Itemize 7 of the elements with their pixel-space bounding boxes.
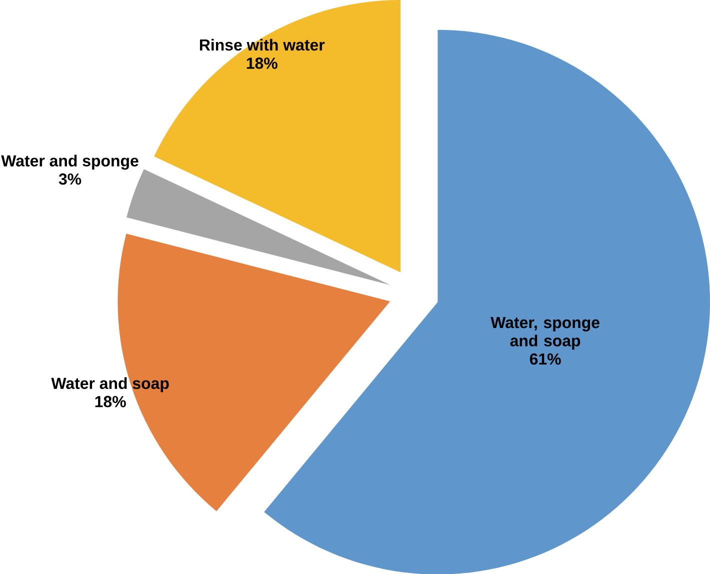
data-label: 18% — [95, 396, 126, 408]
data-label: 18% — [246, 57, 278, 69]
data-label: 61% — [530, 353, 561, 364]
slice-label: Water and soap — [51, 377, 169, 392]
slice-label: Water and sponge — [1, 154, 138, 170]
slice-label: Water, sponge and soap — [490, 316, 600, 350]
data-label: 3% — [58, 173, 82, 185]
